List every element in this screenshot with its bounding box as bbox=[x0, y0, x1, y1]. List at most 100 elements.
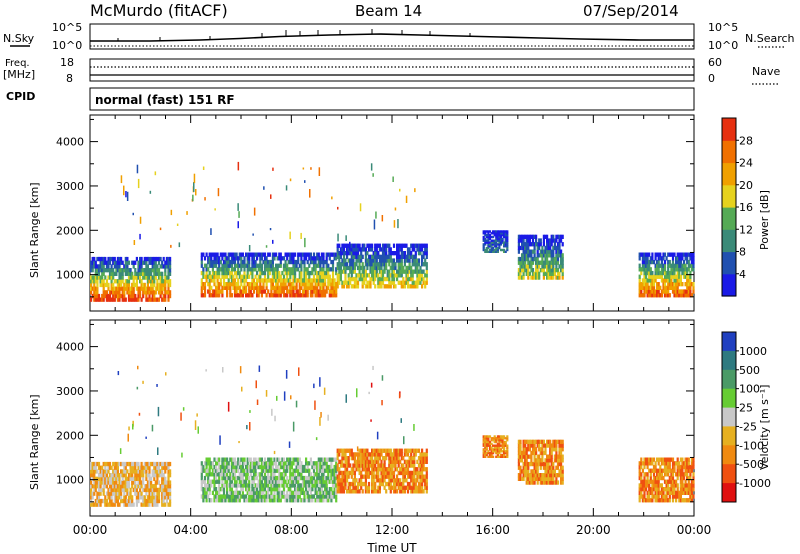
data-cell bbox=[397, 251, 400, 256]
data-cell bbox=[372, 269, 375, 274]
data-cell bbox=[90, 279, 93, 284]
data-cell bbox=[281, 464, 284, 470]
data-cell bbox=[541, 268, 544, 273]
data-cell bbox=[678, 252, 681, 257]
data-cell bbox=[524, 450, 527, 456]
data-cell bbox=[495, 235, 498, 239]
data-cell bbox=[641, 498, 644, 503]
data-cell bbox=[295, 278, 298, 283]
data-cell bbox=[504, 245, 507, 248]
data-cell bbox=[338, 280, 341, 285]
data-cell bbox=[311, 289, 314, 294]
data-cell bbox=[322, 274, 325, 279]
data-cell bbox=[238, 461, 241, 466]
data-cell bbox=[363, 467, 366, 472]
data-cell bbox=[93, 293, 96, 299]
data-cell bbox=[259, 263, 262, 268]
data-cell bbox=[414, 467, 417, 472]
data-cell bbox=[322, 256, 325, 261]
data-cell bbox=[558, 275, 561, 280]
data-cell bbox=[369, 459, 372, 464]
data-cell bbox=[424, 243, 427, 248]
data-cell bbox=[350, 254, 353, 259]
data-cell bbox=[535, 242, 538, 247]
data-cell bbox=[99, 487, 102, 493]
data-cell bbox=[648, 293, 651, 298]
data-cell bbox=[538, 242, 541, 247]
data-cell bbox=[227, 461, 230, 466]
data-cell bbox=[403, 470, 406, 476]
data-cell bbox=[308, 270, 311, 276]
data-cell bbox=[487, 241, 490, 244]
data-cell bbox=[347, 280, 350, 285]
data-cell bbox=[495, 243, 498, 246]
data-cell bbox=[556, 454, 560, 459]
data-cell bbox=[413, 485, 416, 490]
data-cell bbox=[525, 249, 528, 254]
data-cell bbox=[165, 461, 168, 467]
nave-label: Nave bbox=[752, 65, 780, 78]
sparse-echo bbox=[120, 175, 123, 184]
data-cell bbox=[542, 275, 545, 280]
data-cell bbox=[320, 498, 323, 503]
data-cell bbox=[414, 452, 417, 457]
data-cell bbox=[550, 260, 553, 265]
data-cell bbox=[165, 465, 168, 470]
data-cell bbox=[107, 286, 110, 291]
data-cell bbox=[150, 256, 153, 262]
data-cell bbox=[424, 478, 427, 483]
data-cell bbox=[233, 278, 237, 283]
data-cell bbox=[675, 256, 678, 261]
data-cell bbox=[347, 481, 350, 487]
data-cell bbox=[553, 271, 556, 276]
data-cell bbox=[298, 278, 301, 283]
data-cell bbox=[328, 293, 331, 298]
data-cell bbox=[306, 259, 309, 265]
data-cell bbox=[286, 494, 289, 499]
data-cell bbox=[547, 461, 550, 467]
data-cell bbox=[105, 293, 108, 299]
data-cell bbox=[211, 472, 214, 477]
data-cell bbox=[374, 489, 377, 494]
data-cell bbox=[386, 254, 389, 259]
data-cell bbox=[230, 468, 233, 473]
data-cell bbox=[638, 475, 641, 481]
data-cell bbox=[422, 254, 425, 259]
data-cell bbox=[256, 498, 259, 503]
data-cell bbox=[385, 489, 388, 494]
data-cell bbox=[353, 470, 356, 476]
data-cell bbox=[306, 479, 309, 484]
data-cell bbox=[99, 469, 102, 474]
data-cell bbox=[522, 465, 525, 470]
data-cell bbox=[235, 479, 238, 484]
data-cell bbox=[374, 276, 377, 282]
data-cell bbox=[690, 252, 693, 257]
data-cell bbox=[94, 465, 97, 470]
data-cell bbox=[121, 480, 124, 485]
data-cell bbox=[522, 260, 525, 265]
data-cell bbox=[377, 470, 380, 476]
data-cell bbox=[156, 465, 159, 470]
data-cell bbox=[268, 259, 271, 265]
data-cell bbox=[97, 476, 101, 481]
data-cell bbox=[425, 470, 428, 476]
data-cell bbox=[386, 258, 389, 263]
data-cell bbox=[388, 452, 391, 457]
data-cell bbox=[519, 256, 522, 262]
data-cell bbox=[333, 256, 336, 261]
data-cell bbox=[552, 245, 555, 251]
data-cell bbox=[294, 487, 297, 492]
data-cell bbox=[325, 468, 328, 473]
data-cell bbox=[660, 267, 663, 272]
sparse-echo bbox=[149, 190, 152, 194]
data-cell bbox=[645, 483, 648, 488]
data-cell bbox=[123, 495, 126, 500]
data-cell bbox=[320, 274, 323, 279]
data-cell bbox=[305, 267, 308, 272]
data-cell bbox=[241, 263, 244, 268]
data-cell bbox=[270, 267, 273, 272]
data-cell bbox=[417, 251, 421, 256]
data-cell bbox=[213, 468, 216, 473]
data-cell bbox=[282, 461, 286, 466]
data-cell bbox=[235, 282, 238, 287]
